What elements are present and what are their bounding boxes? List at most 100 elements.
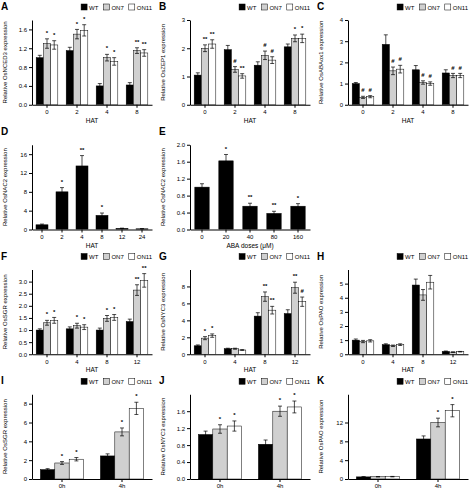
error-bar [300, 297, 304, 306]
bar [258, 444, 272, 479]
axis-line [348, 395, 349, 480]
tick-mark [187, 320, 190, 321]
tick-label: 12 [119, 234, 126, 240]
axis-line [33, 230, 153, 231]
tick-label: 24 [139, 234, 146, 240]
tick: 12 [450, 354, 457, 364]
error-bar [270, 57, 274, 64]
error-bar [226, 348, 230, 349]
tick-label: 4h [119, 483, 126, 489]
tick-label: 4 [233, 359, 237, 365]
significance-label: # [421, 72, 425, 78]
error-bar [38, 329, 42, 331]
legend-swatch [287, 4, 293, 10]
legend-label: ON11 [453, 379, 469, 385]
bar [385, 477, 399, 479]
tick: 24 [139, 230, 146, 240]
tick: 4 [24, 439, 32, 445]
error-bar [38, 55, 42, 60]
legend-label: ON11 [137, 254, 153, 260]
tick-mark [62, 479, 63, 482]
bar [81, 30, 88, 104]
tick-label: 1 [340, 81, 344, 87]
significance-label: * [76, 314, 79, 320]
tick: 2 [391, 105, 395, 115]
error-bar [120, 228, 124, 229]
tick: 6 [24, 420, 32, 426]
error-bar [240, 74, 244, 79]
error-bar [376, 476, 380, 477]
tick-label: 8 [24, 189, 28, 195]
tick-mark [187, 428, 190, 429]
bar [449, 76, 456, 105]
error-bar [204, 431, 208, 438]
tick-label: 0 [24, 227, 28, 233]
tick-label: 12 [134, 359, 141, 365]
legend-swatch [261, 378, 267, 384]
tick-label: 0h [59, 483, 66, 489]
significance-labels: ********** [46, 16, 147, 55]
tick: 0 [40, 230, 44, 240]
axis-line [33, 354, 153, 355]
error-bar [40, 224, 44, 225]
panel-title: I [1, 375, 4, 386]
y-axis: 0.00.40.81.21.62.0 [177, 142, 191, 233]
tick: 0 [203, 105, 207, 115]
legend-swatch [81, 4, 87, 10]
legend-label: ON7 [427, 379, 440, 385]
tick: 3.0 [19, 279, 32, 285]
bar [81, 327, 88, 354]
tick-label: 0 [45, 109, 49, 115]
panel: ****024680h4hRelative OsSGR expressionIW… [1, 375, 153, 489]
error-bar [421, 290, 425, 301]
tick-mark [205, 105, 206, 108]
tick: 12 [20, 170, 32, 176]
tick-label: 0 [182, 102, 186, 108]
error-bar [233, 67, 237, 73]
bar [367, 341, 374, 354]
tick-label: 0 [340, 102, 344, 108]
error-bar [398, 65, 402, 73]
bar [224, 50, 231, 105]
tick-label: 4 [24, 208, 28, 214]
bar [445, 411, 459, 479]
legend-swatch [419, 378, 425, 384]
bar [254, 65, 261, 105]
panel: ########012340248Relative OsABAox1 expre… [317, 1, 469, 124]
x-axis-title: HAT [244, 366, 257, 373]
tick-label: 12 [336, 420, 343, 426]
tick-label: 4 [340, 17, 344, 23]
bar [115, 432, 129, 479]
tick-mark [295, 354, 296, 357]
legend-label: WT [89, 5, 99, 11]
tick-mark [345, 423, 348, 424]
error-bar [98, 328, 102, 332]
tick-mark [280, 479, 281, 482]
error-bar [272, 211, 276, 215]
bar [299, 302, 306, 355]
tick-label: 12 [20, 170, 27, 176]
significance-label: * [83, 316, 86, 322]
tick-mark [77, 105, 78, 108]
tick-mark [122, 230, 123, 233]
significance-label: ** [135, 39, 140, 45]
legend-swatch [103, 4, 109, 10]
error-bar [98, 84, 102, 89]
tick-label: 4 [340, 295, 344, 301]
tick-label: 8 [293, 109, 297, 115]
tick-label: 4h [435, 483, 442, 489]
error-bar [142, 274, 146, 288]
bar [291, 288, 298, 355]
error-bar [112, 315, 116, 321]
legend-label: ON11 [295, 254, 311, 260]
tick: 0 [200, 230, 204, 240]
tick-mark [345, 298, 348, 299]
error-bar [210, 40, 214, 48]
error-bar [300, 34, 304, 42]
tick: 1.5 [19, 315, 32, 321]
error-bar [362, 476, 366, 477]
legend-swatch [129, 254, 135, 260]
error-bar [60, 188, 64, 196]
tick-mark [107, 354, 108, 357]
tick: 0 [24, 476, 32, 482]
